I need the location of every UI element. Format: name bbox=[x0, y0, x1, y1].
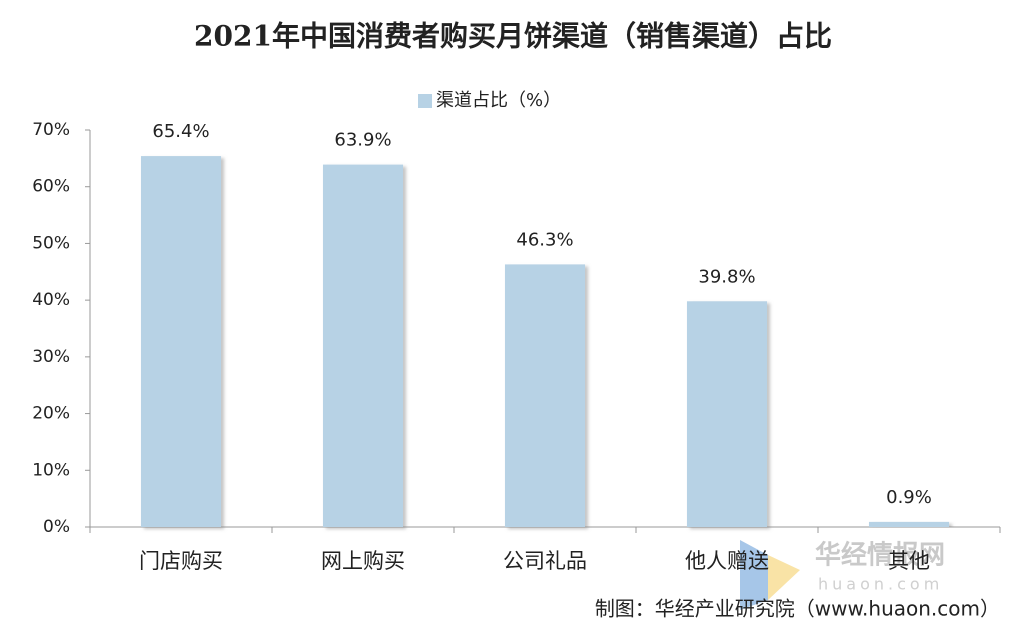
source-note: 制图：华经产业研究院（www.huaon.com） bbox=[595, 597, 1000, 621]
value-label: 0.9% bbox=[886, 487, 932, 508]
x-tick-label: 门店购买 bbox=[139, 549, 223, 573]
value-label: 63.9% bbox=[334, 130, 391, 151]
bar bbox=[504, 264, 586, 527]
y-tick-label: 60% bbox=[32, 177, 70, 197]
bar bbox=[686, 301, 768, 527]
legend-swatch bbox=[418, 94, 432, 108]
value-label: 46.3% bbox=[516, 229, 573, 250]
y-tick-label: 10% bbox=[32, 460, 70, 480]
y-tick-label: 50% bbox=[32, 233, 70, 253]
y-tick-label: 30% bbox=[32, 347, 70, 367]
watermark: huaon.com bbox=[818, 575, 943, 594]
y-tick-label: 20% bbox=[32, 404, 70, 424]
x-tick-label: 网上购买 bbox=[321, 549, 405, 573]
watermark: 华经情报网 bbox=[815, 540, 945, 571]
x-tick-label: 公司礼品 bbox=[503, 549, 587, 573]
y-tick-label: 0% bbox=[43, 517, 70, 537]
x-tick-label: 他人赠送 bbox=[685, 549, 769, 573]
chart-title: 2021年中国消费者购买月饼渠道（销售渠道）占比 bbox=[194, 20, 832, 53]
watermark-logo bbox=[768, 555, 800, 600]
value-label: 39.8% bbox=[698, 266, 755, 287]
x-tick-label: 其他 bbox=[888, 549, 930, 573]
bar bbox=[140, 156, 222, 528]
value-label: 65.4% bbox=[152, 121, 209, 142]
y-tick-label: 70% bbox=[32, 120, 70, 140]
y-tick-label: 40% bbox=[32, 290, 70, 310]
bar bbox=[322, 164, 404, 528]
watermark-logo bbox=[740, 540, 768, 610]
bar bbox=[868, 521, 950, 527]
legend-label: 渠道占比（%） bbox=[436, 90, 561, 111]
